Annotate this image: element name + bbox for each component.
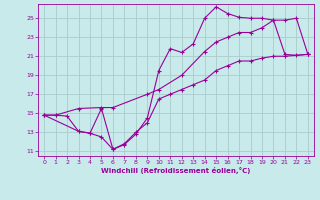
X-axis label: Windchill (Refroidissement éolien,°C): Windchill (Refroidissement éolien,°C) [101, 167, 251, 174]
